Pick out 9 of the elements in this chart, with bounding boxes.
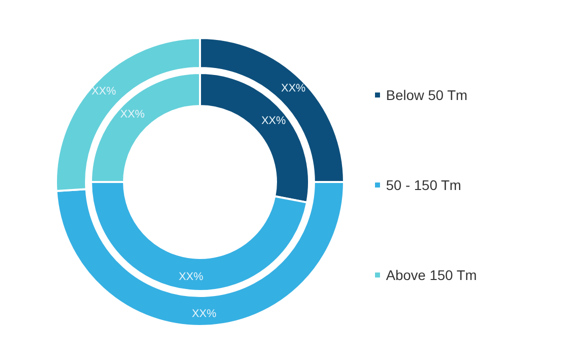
- legend-label: 50 - 150 Tm: [386, 177, 462, 193]
- data-label: XX%: [92, 86, 116, 98]
- data-label: XX%: [178, 271, 204, 284]
- legend-label: Above 150 Tm: [386, 267, 477, 283]
- data-label: XX%: [192, 308, 217, 320]
- data-label: XX%: [120, 108, 145, 120]
- legend-label: Below 50 Tm: [386, 87, 468, 103]
- data-label: XX%: [281, 82, 306, 95]
- data-label: XX%: [261, 115, 286, 128]
